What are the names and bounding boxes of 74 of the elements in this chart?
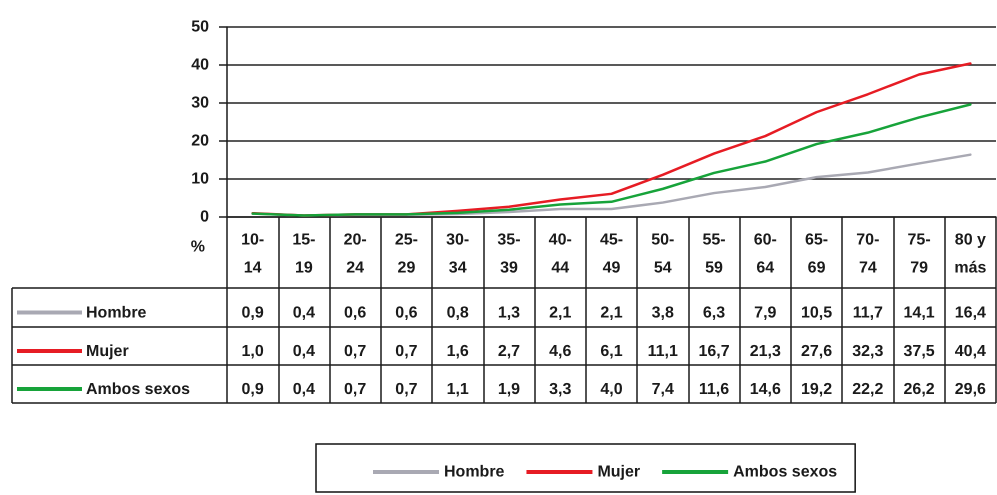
data-label: 27,6 <box>800 343 832 360</box>
data-label: 3,8 <box>652 304 674 322</box>
data-label: 10,5 <box>800 304 832 322</box>
data-label: 14,1 <box>904 304 935 322</box>
data-label: 2,7 <box>498 343 520 360</box>
data-label: 2,1 <box>600 304 623 322</box>
x-tick-label: 50- 54 <box>651 232 674 276</box>
x-tick-label: 20- 24 <box>344 232 367 276</box>
data-label: 6,1 <box>600 343 623 360</box>
x-tick-label: 65- 69 <box>805 232 828 276</box>
data-label: 11,6 <box>698 381 730 398</box>
y-tick-label: 10 <box>191 170 210 188</box>
x-tick-label: 45- 49 <box>600 232 624 276</box>
data-label: 21,3 <box>750 343 781 360</box>
legend-label: Mujer <box>86 343 129 360</box>
data-label: 0,7 <box>344 343 366 360</box>
y-tick-label: 40 <box>191 56 210 74</box>
data-label: 0,4 <box>292 304 316 322</box>
data-label: 19,2 <box>800 381 832 398</box>
data-label: 0,7 <box>344 381 366 398</box>
data-label: 16,4 <box>954 304 986 322</box>
data-label: 4,0 <box>600 381 623 398</box>
data-label: 11,1 <box>648 343 678 360</box>
data-label: 1,3 <box>498 304 520 322</box>
x-tick-label: 15- 19 <box>292 232 316 276</box>
x-tick-label: 35- 39 <box>497 232 521 276</box>
x-tick-label: 70- 74 <box>856 232 880 276</box>
y-tick-label: 50 <box>191 18 210 36</box>
data-label: 11,7 <box>852 304 884 322</box>
data-label: 2,1 <box>549 304 572 322</box>
data-label: 32,3 <box>852 343 884 360</box>
text: Mujer <box>597 464 640 480</box>
y-tick-label: 30 <box>191 94 210 112</box>
data-label: 0,9 <box>242 304 264 322</box>
data-label: 0,6 <box>395 304 418 322</box>
text: Ambos sexos <box>733 464 838 480</box>
data-label: 14,6 <box>750 381 781 398</box>
data-label: 7,9 <box>754 304 777 322</box>
data-label: 1,1 <box>446 381 469 398</box>
data-label: 37,5 <box>904 343 935 360</box>
data-label: 26,2 <box>904 381 935 398</box>
y-tick-label: 0 <box>200 208 210 226</box>
x-tick-label: 75- 79 <box>908 232 931 276</box>
data-label: 22,2 <box>852 381 884 398</box>
data-label: 3,3 <box>549 381 572 398</box>
x-tick-label: 60- 64 <box>754 232 777 276</box>
x-tick-label: 80 y más <box>954 232 986 276</box>
data-label: 0,8 <box>446 304 469 322</box>
x-tick-label: 55- 59 <box>702 232 726 276</box>
x-tick-label: 25- 29 <box>394 232 418 276</box>
x-tick-label: 30- 34 <box>446 232 470 276</box>
data-label: 0,4 <box>292 381 316 398</box>
data-label: 0,4 <box>292 343 316 360</box>
data-label: 6,3 <box>702 304 726 322</box>
data-label: 16,7 <box>698 343 730 360</box>
data-label: 4,6 <box>549 343 572 360</box>
data-label: 0,7 <box>395 343 418 360</box>
data-label: 29,6 <box>954 381 986 398</box>
text: Hombre <box>444 464 504 480</box>
data-label: 40,4 <box>954 343 986 360</box>
legend-label: Ambos sexos <box>86 381 190 398</box>
data-label: 0,9 <box>242 381 264 398</box>
x-tick-label: 40- 44 <box>548 232 572 276</box>
data-label: 1,0 <box>242 343 264 360</box>
data-label: 1,6 <box>446 343 469 360</box>
line-series <box>251 103 972 217</box>
data-label: 0,7 <box>395 381 418 398</box>
data-label: 1,9 <box>498 381 520 398</box>
data-label: 7,4 <box>652 381 674 398</box>
y-tick-label: 20 <box>191 132 210 150</box>
x-tick-label: 10- 14 <box>241 232 264 276</box>
data-label: 0,6 <box>344 304 366 322</box>
legend-label: Hombre <box>86 304 147 322</box>
y-axis-title: % <box>190 238 205 256</box>
